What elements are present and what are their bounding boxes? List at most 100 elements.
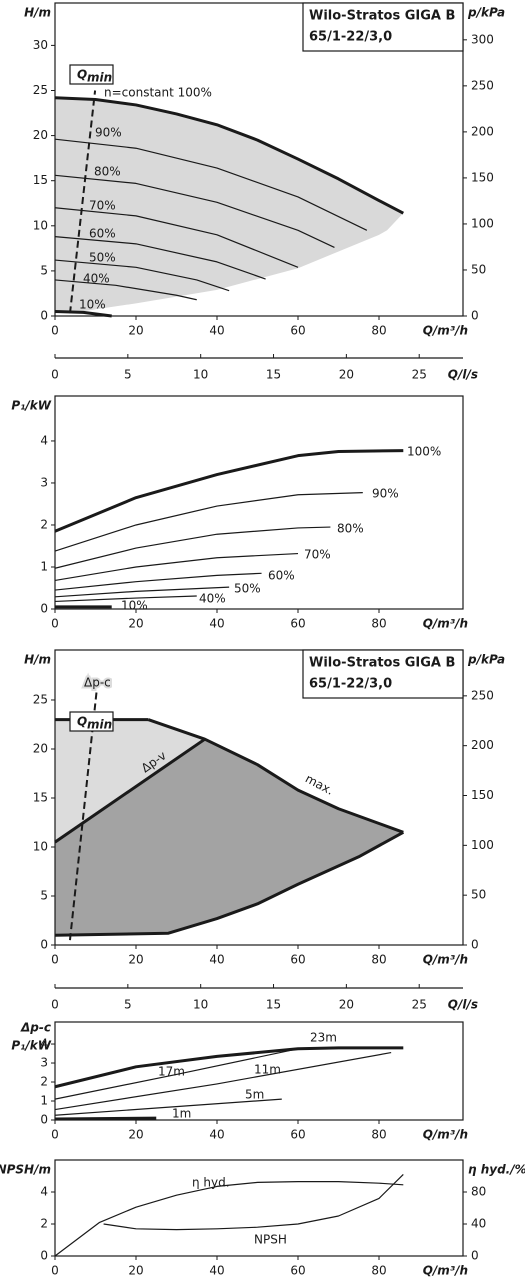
x2-axis-label: Q/l/s	[448, 368, 478, 382]
curve	[54, 830, 405, 937]
curve	[54, 1051, 392, 1111]
y2-tick-label: 0	[471, 309, 479, 323]
curve-label: 60%	[89, 227, 116, 241]
curve-label: NPSH	[254, 1233, 287, 1247]
curve-label: 10%	[79, 298, 106, 312]
y-tick-label: 0	[40, 309, 48, 323]
x2-tick-label: 20	[339, 368, 354, 382]
y2-axis-label: p/kPa	[467, 653, 505, 667]
operating-region	[55, 97, 404, 313]
curve	[54, 236, 266, 280]
y-tick-label: 4	[40, 433, 48, 447]
y2-tick-label: 200	[471, 124, 494, 138]
x2-tick-label: 10	[193, 998, 208, 1012]
y2-axis-label: p/kPa	[467, 6, 505, 20]
y-tick-label: 0	[40, 1113, 48, 1127]
x-tick-label: 20	[128, 1128, 143, 1142]
x2-tick-label: 10	[193, 368, 208, 382]
x2-tick-label: 5	[124, 998, 132, 1012]
qmin-label-box	[69, 711, 114, 732]
x-tick-label: 80	[371, 1128, 386, 1142]
y2-axis-label: η hyd./%	[468, 1163, 525, 1177]
y-tick-label: 5	[40, 263, 48, 277]
y-tick-label: 5	[40, 888, 48, 902]
curve	[54, 572, 262, 591]
x-tick-label: 40	[209, 617, 224, 631]
curve-label: 17m	[158, 1065, 185, 1079]
curve	[54, 309, 112, 318]
curve-label: 60%	[268, 569, 295, 583]
x-axis-label: Q/m³/h	[423, 617, 468, 631]
x-axis-label: Q/m³/h	[423, 1264, 468, 1278]
plot-frame	[54, 1159, 464, 1257]
x-tick-label: 80	[371, 324, 386, 338]
x-tick-label: 0	[51, 617, 59, 631]
curve-label: 5m	[245, 1088, 264, 1102]
y-tick-label: 25	[33, 83, 48, 97]
x-tick-label: 0	[51, 1128, 59, 1142]
x-tick-label: 20	[128, 617, 143, 631]
y2-tick-label: 80	[471, 1185, 486, 1199]
curve-label: 40%	[83, 272, 110, 286]
x2-tick-label: 0	[51, 368, 59, 382]
x-tick-label: 60	[290, 617, 305, 631]
x-tick-label: 60	[290, 1264, 305, 1278]
curve-label: 70%	[304, 548, 331, 562]
curve-label: 90%	[95, 126, 122, 140]
y-tick-label: 4	[40, 1037, 48, 1051]
x-tick-label: 60	[290, 1128, 305, 1142]
y-axis-label: P₁/kW	[11, 1039, 51, 1053]
y-axis-label: H/m	[24, 653, 51, 667]
y-tick-label: 25	[33, 692, 48, 706]
y-tick-label: 3	[40, 1056, 48, 1070]
x2-tick-label: 0	[51, 998, 59, 1012]
y2-tick-label: 150	[471, 170, 494, 184]
y2-tick-label: 250	[471, 688, 494, 702]
y-axis-label: P₁/kW	[11, 399, 51, 413]
y2-tick-label: 0	[471, 1249, 479, 1263]
qmin-label-box	[69, 64, 114, 85]
curve-label: 40%	[199, 592, 226, 606]
curve	[54, 552, 299, 582]
curve	[54, 174, 335, 248]
y-tick-label: 2	[40, 1075, 48, 1089]
y-tick-label: 10	[33, 839, 48, 853]
y2-tick-label: 100	[471, 838, 494, 852]
y-tick-label: 15	[33, 790, 48, 804]
x-axis-label: Q/m³/h	[423, 953, 468, 967]
x-tick-label: 0	[51, 953, 59, 967]
curve	[54, 737, 206, 844]
curve-label: Δp-c	[84, 676, 111, 690]
y2-tick-label: 200	[471, 738, 494, 752]
y-tick-label: 3	[40, 475, 48, 489]
x-tick-label: 80	[371, 953, 386, 967]
chart-title: 65/1-22/3,0	[309, 677, 392, 692]
x-tick-label: 20	[128, 324, 143, 338]
qmin-label: Q	[77, 715, 87, 729]
x-tick-label: 80	[371, 617, 386, 631]
y-tick-label: 2	[40, 1217, 48, 1231]
y-axis-label: H/m	[24, 6, 51, 20]
curve	[54, 595, 197, 603]
x-tick-label: 60	[290, 324, 305, 338]
curve	[54, 586, 230, 598]
x-tick-label: 0	[51, 1264, 59, 1278]
curve-label: 50%	[89, 251, 116, 265]
curve	[54, 1048, 299, 1100]
operating-region	[55, 739, 404, 936]
curve	[54, 207, 299, 268]
qmin-line	[68, 90, 97, 314]
curve	[54, 1181, 404, 1257]
y-tick-label: 1	[40, 559, 48, 573]
y2-tick-label: 50	[471, 888, 486, 902]
x-tick-label: 40	[209, 953, 224, 967]
title-box	[302, 2, 464, 52]
y-tick-label: 2	[40, 517, 48, 531]
x-axis-label: Q/m³/h	[423, 324, 468, 338]
y2-tick-label: 150	[471, 788, 494, 802]
y-tick-label: 20	[33, 741, 48, 755]
curve	[54, 138, 368, 231]
curve	[54, 1046, 404, 1089]
curve-label: 23m	[310, 1031, 337, 1045]
plot-frame	[54, 2, 464, 317]
